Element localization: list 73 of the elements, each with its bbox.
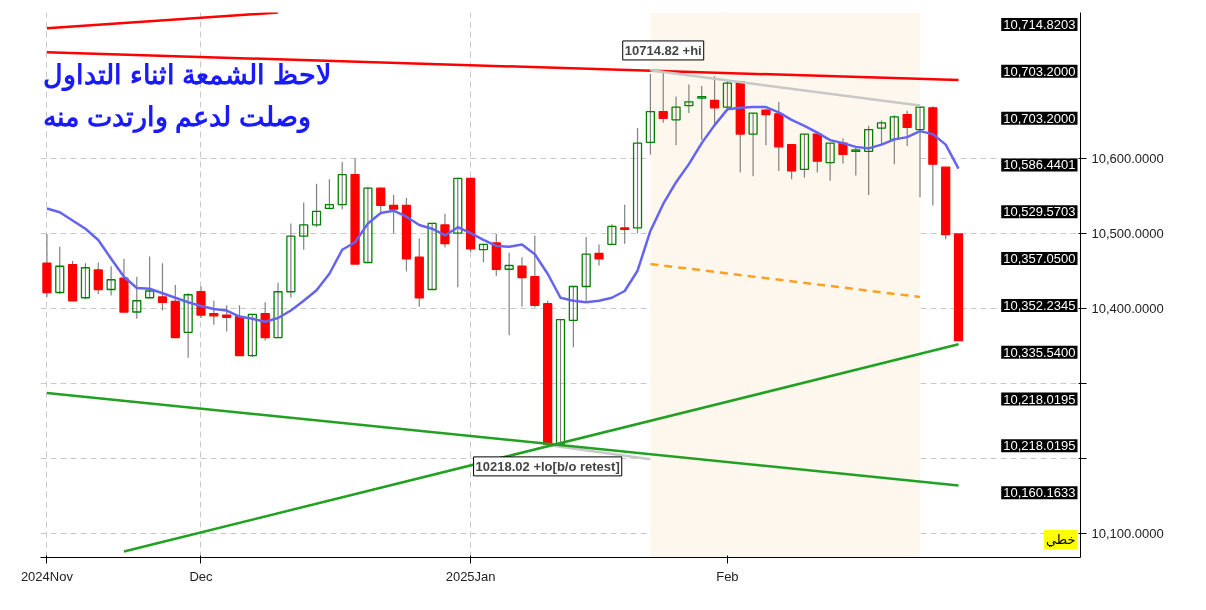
text: 10,586.4401	[1003, 157, 1076, 173]
text: 10,529.5703	[1003, 204, 1076, 220]
x-tick-label: Dec	[189, 568, 214, 584]
text: خطي	[1045, 532, 1076, 547]
candlestick	[709, 75, 720, 125]
candlestick	[697, 85, 707, 141]
candlestick	[324, 178, 335, 210]
candlestick	[632, 127, 643, 234]
y-tick-label: 10,500.0000	[1091, 225, 1164, 241]
candlestick	[825, 142, 835, 182]
candlestick	[555, 318, 566, 446]
candlestick	[684, 83, 694, 114]
y-tick-label: 10,400.0000	[1091, 300, 1164, 316]
candlestick	[620, 204, 630, 245]
candlestick	[196, 285, 206, 319]
candlestick	[722, 80, 733, 109]
candlestick	[273, 282, 283, 339]
candlestick	[145, 255, 155, 300]
y-tick-label: 10,600.0000	[1091, 150, 1164, 166]
text: 10,357.0500	[1003, 251, 1076, 267]
candlestick	[427, 222, 437, 291]
line-series	[45, 105, 960, 324]
candlestick	[93, 261, 103, 295]
candlestick	[504, 252, 514, 336]
x-tick-label: Feb	[716, 568, 739, 584]
annotation: 10714.82 +hi	[624, 42, 702, 58]
candlestick	[55, 246, 65, 295]
candlestick	[222, 304, 232, 333]
candlestick	[671, 95, 681, 146]
candlestick	[645, 73, 656, 155]
candlestick	[889, 114, 899, 165]
candlestick	[286, 222, 296, 299]
candlestick	[132, 276, 142, 320]
y-tick-label: 10,100.0000	[1091, 525, 1164, 541]
candlestick	[311, 183, 322, 228]
candlestick	[748, 112, 758, 177]
candlestick	[658, 71, 668, 124]
candlestick	[299, 201, 309, 251]
text: 10,335.5400	[1003, 344, 1076, 360]
candlestick	[876, 120, 887, 146]
text: 10,218.0195	[1003, 438, 1076, 454]
candlestick	[337, 161, 347, 210]
candlestick	[594, 243, 604, 267]
candlestick	[363, 186, 373, 264]
candlestick	[864, 125, 874, 196]
candlestick	[915, 105, 925, 198]
text: لاحظ الشمعة اثناء التداول وصلت لدعم وارتدت منه	[43, 59, 331, 134]
candlestick	[453, 177, 463, 288]
x-tick-label: 2025Jan	[445, 568, 496, 584]
text: 10,218.0195	[1003, 391, 1076, 407]
annotation: 10218.02 +lo[b/o retest]	[475, 458, 620, 474]
x-tick-label: 2024Nov	[20, 568, 74, 584]
candlestick	[388, 194, 399, 234]
candlestick	[106, 265, 116, 297]
candlestick	[581, 236, 591, 302]
candlestick	[80, 262, 91, 300]
candlestick	[183, 292, 193, 359]
candlestick	[568, 285, 578, 348]
candlestick	[761, 108, 771, 146]
text: 10,160.1633	[1003, 485, 1076, 501]
candlestick	[517, 256, 527, 308]
candlestick	[851, 145, 861, 176]
candlestick	[838, 138, 848, 164]
text: 10,703.2000	[1003, 63, 1076, 79]
candlestick	[247, 313, 257, 358]
text: 10,714.8203	[1003, 17, 1076, 32]
candlestick	[478, 243, 489, 264]
candlestick	[799, 133, 810, 179]
candlestick	[157, 262, 168, 312]
text: 10,703.2000	[1003, 110, 1076, 126]
candlestick	[902, 110, 912, 147]
text: 10,352.2345	[1003, 297, 1076, 313]
candlestick	[607, 223, 617, 246]
